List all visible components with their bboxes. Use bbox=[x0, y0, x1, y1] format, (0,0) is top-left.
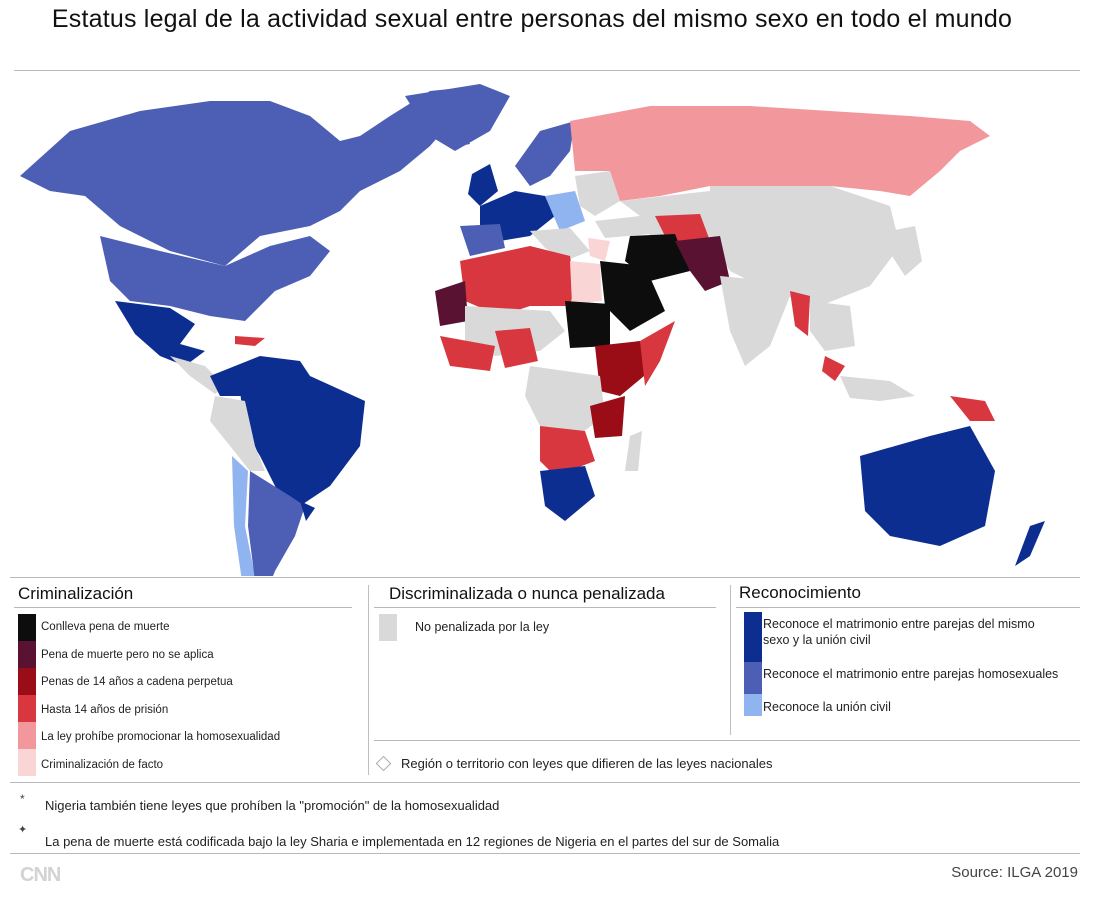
swatch-marriage-civil bbox=[744, 612, 762, 662]
legend-legal: No penalizada por la ley bbox=[415, 620, 550, 634]
region-iceland bbox=[442, 131, 470, 148]
region-uk-ireland bbox=[468, 164, 498, 206]
swatch-death-not-applied bbox=[18, 641, 36, 668]
decriminalized-divider bbox=[374, 607, 716, 608]
note-sharia: La pena de muerte está codificada bajo l… bbox=[45, 834, 780, 849]
legend-death-not-applied: Pena de muerte pero no se aplica bbox=[41, 649, 214, 661]
map-title: Estatus legal de la actividad sexual ent… bbox=[51, 5, 1013, 33]
criminalization-title: Criminalización bbox=[18, 584, 134, 603]
legend-de-facto: Criminalización de facto bbox=[41, 759, 164, 771]
region-angola-zambia bbox=[540, 426, 595, 476]
region-argentina bbox=[248, 471, 305, 576]
region-west-africa-coast bbox=[440, 336, 495, 371]
legend-life: Penas de 14 años a cadena perpetua bbox=[41, 676, 233, 688]
region-new-zealand bbox=[1015, 521, 1045, 566]
decriminalized-title: Discriminalizada o nunca penalizada bbox=[389, 584, 665, 603]
footer-divider bbox=[10, 853, 1080, 854]
region-china-mongolia bbox=[710, 186, 900, 306]
region-east-africa bbox=[595, 341, 650, 396]
region-egypt bbox=[570, 261, 602, 304]
region-eastern-europe bbox=[575, 171, 620, 216]
region-scandinavia bbox=[515, 121, 575, 186]
swatch-de-facto bbox=[18, 749, 36, 776]
swatch-up-to-14 bbox=[18, 695, 36, 722]
swatch-legal bbox=[379, 614, 397, 641]
region-canada bbox=[20, 86, 480, 266]
title-divider bbox=[14, 70, 1080, 71]
legend-civil-union: Reconoce la unión civil bbox=[763, 700, 891, 714]
region-japan-korea bbox=[890, 226, 922, 276]
region-greenland bbox=[405, 84, 510, 151]
recognition-divider bbox=[736, 607, 1080, 608]
region-madagascar bbox=[625, 431, 642, 471]
legend-separator-1 bbox=[368, 585, 369, 775]
source-label: Source: ILGA 2019 bbox=[951, 864, 1078, 881]
region-indonesia bbox=[840, 376, 915, 401]
region-uruguay bbox=[300, 501, 315, 521]
sharia-cross-icon: ✦ bbox=[18, 824, 28, 836]
region-peru-bolivia bbox=[210, 396, 265, 471]
region-southern-africa bbox=[540, 466, 595, 521]
legend-propaganda: La ley prohíbe promocionar la homosexual… bbox=[41, 731, 281, 743]
region-southeast-asia bbox=[810, 301, 855, 351]
swatch-death bbox=[18, 614, 36, 641]
region-central-africa bbox=[525, 366, 605, 441]
region-sudan bbox=[565, 301, 610, 348]
world-map bbox=[20, 84, 1045, 576]
region-tanzania bbox=[590, 396, 625, 438]
legend-region-note: Región o territorio con leyes que difier… bbox=[401, 756, 773, 771]
cnn-logo: CNN bbox=[20, 864, 61, 886]
region-usa bbox=[100, 236, 330, 321]
region-turkey bbox=[595, 216, 650, 238]
region-north-africa bbox=[460, 246, 575, 316]
region-iberia bbox=[460, 224, 505, 256]
swatch-civil-union bbox=[744, 694, 762, 716]
region-afghan-pakistan bbox=[675, 236, 730, 291]
map-divider bbox=[10, 577, 1080, 578]
swatch-propaganda bbox=[18, 722, 36, 749]
region-central-europe bbox=[545, 191, 585, 231]
diamond-icon bbox=[375, 755, 392, 772]
legend-death: Conlleva pena de muerte bbox=[41, 621, 170, 633]
region-divider bbox=[374, 740, 1080, 741]
region-saudi bbox=[600, 261, 665, 331]
region-brazil bbox=[240, 376, 365, 506]
region-venezuela-colombia bbox=[210, 356, 310, 396]
legend-separator-2 bbox=[730, 585, 731, 735]
swatch-marriage bbox=[744, 662, 762, 694]
region-png bbox=[950, 396, 995, 421]
notes-divider bbox=[10, 782, 1080, 783]
legend-marriage: Reconoce el matrimonio entre parejas hom… bbox=[763, 667, 1059, 681]
legend-up-to-14: Hasta 14 años de prisión bbox=[41, 704, 169, 716]
region-levant bbox=[588, 238, 610, 261]
asterisk-icon: * bbox=[20, 792, 25, 806]
region-central-america bbox=[170, 356, 225, 394]
region-russia bbox=[570, 106, 990, 201]
legend-marriage-civil: Reconoce el matrimonio entre parejas del… bbox=[763, 617, 1035, 647]
region-somalia bbox=[640, 321, 675, 386]
criminalization-divider bbox=[14, 607, 352, 608]
region-myanmar bbox=[790, 291, 810, 336]
swatch-life bbox=[18, 668, 36, 695]
region-australia bbox=[860, 426, 995, 546]
region-mauritania bbox=[435, 281, 468, 326]
region-italy-balkans bbox=[530, 228, 590, 261]
region-mexico bbox=[115, 301, 205, 366]
recognition-title: Reconocimiento bbox=[739, 583, 861, 602]
region-nigeria bbox=[495, 328, 538, 368]
note-nigeria: Nigeria también tiene leyes que prohíben… bbox=[45, 798, 500, 813]
region-caribbean bbox=[235, 336, 265, 346]
region-india bbox=[720, 276, 790, 366]
region-malaysia bbox=[822, 356, 845, 381]
region-chile bbox=[232, 456, 255, 576]
